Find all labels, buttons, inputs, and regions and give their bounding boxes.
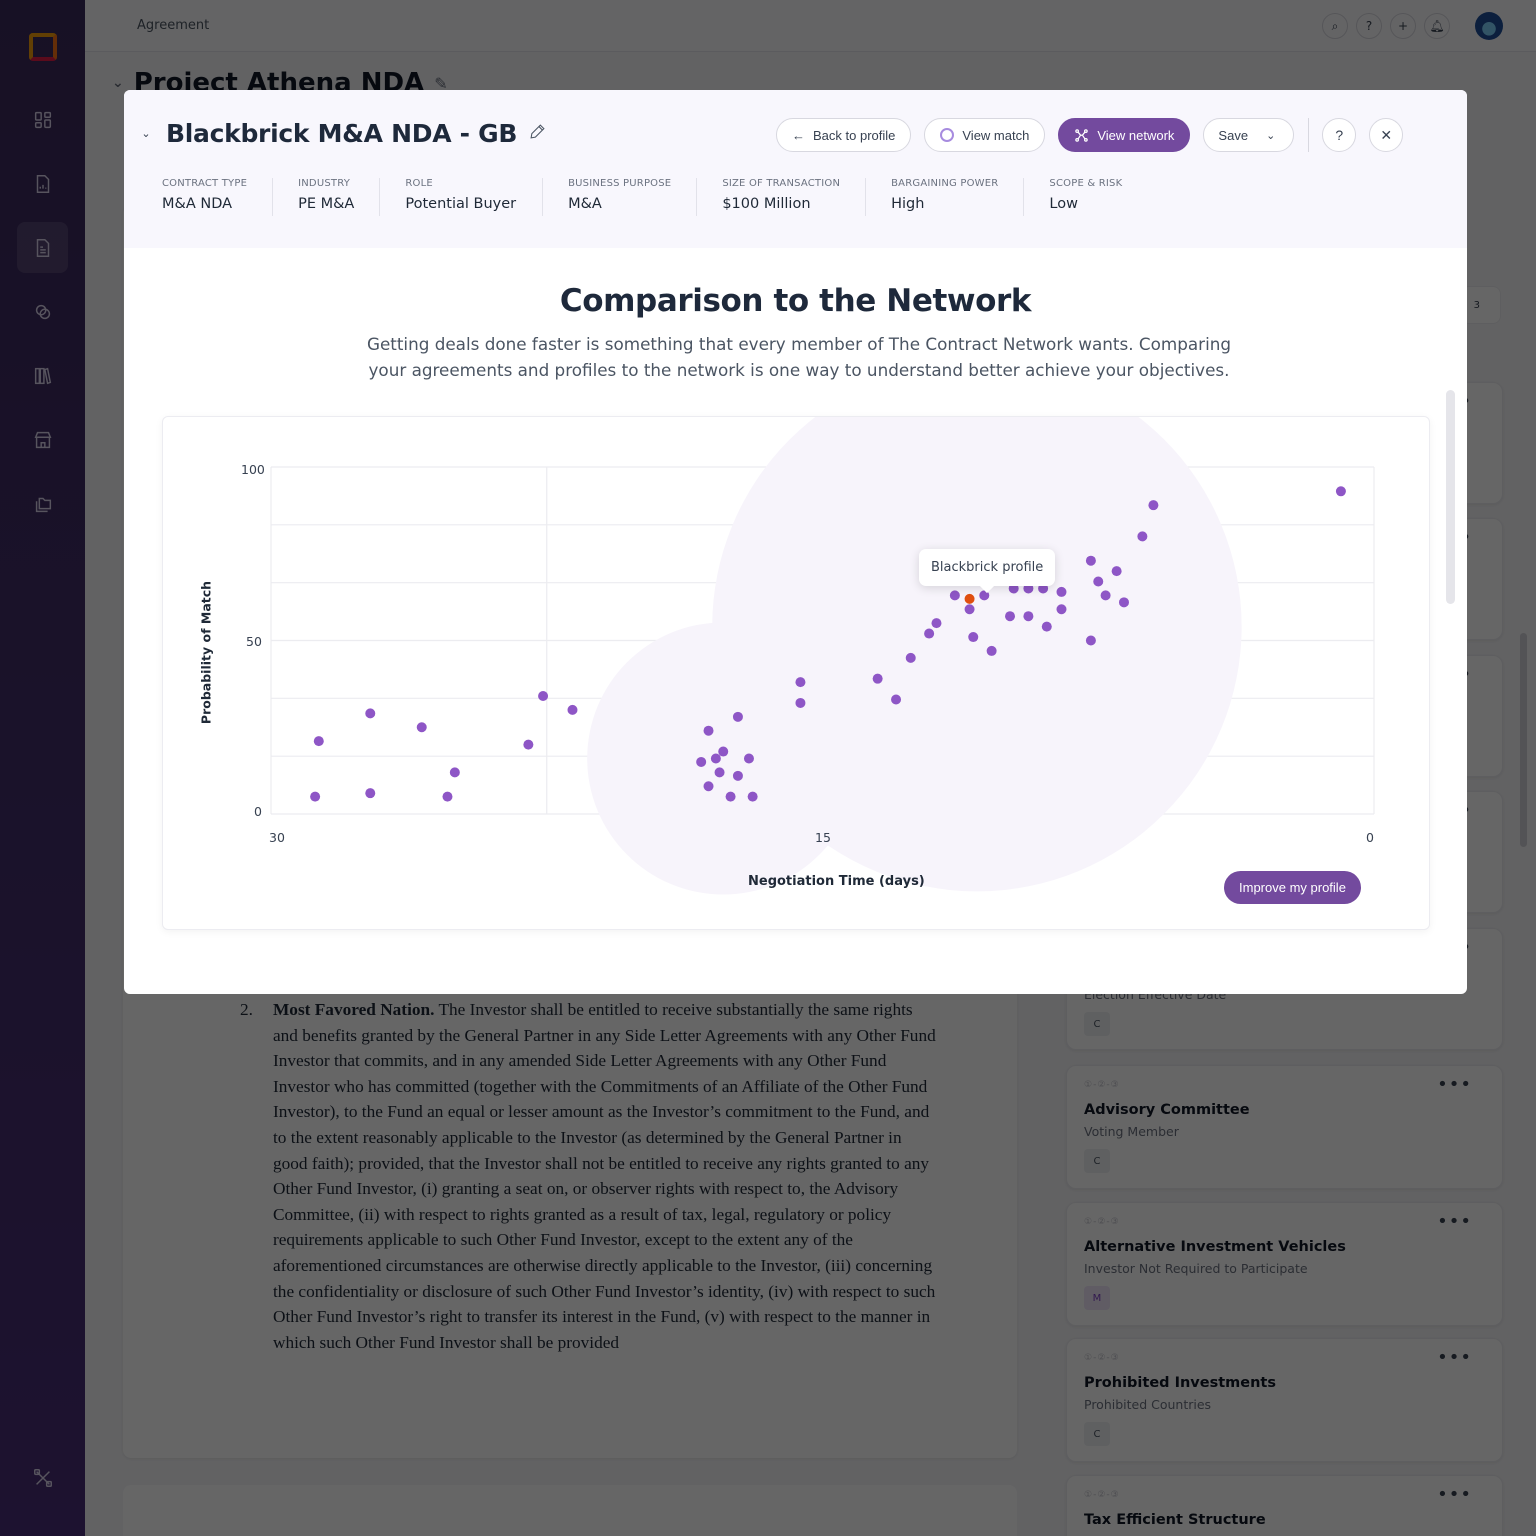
meta-contract-type: CONTRACT TYPE M&A NDA (162, 178, 248, 212)
data-point[interactable] (710, 753, 721, 764)
data-point[interactable] (872, 673, 883, 684)
data-point[interactable] (703, 781, 714, 792)
scatter-chart-card: Probability of Match 100 50 0 30 15 0 Ne… (162, 416, 1430, 930)
match-ring-icon (940, 128, 955, 142)
chart-tooltip: Blackbrick profile (919, 549, 1056, 586)
modal-title-row: ⌄ Blackbrick M&A NDA - GB (138, 119, 546, 148)
profile-data-point[interactable] (964, 593, 975, 604)
data-point[interactable] (442, 791, 453, 802)
meta-size-of-transaction: SIZE OF TRANSACTION $100 Million (696, 178, 865, 216)
modal-title: Blackbrick M&A NDA - GB (166, 119, 518, 148)
modal-header: ⌄ Blackbrick M&A NDA - GB ← Back to prof… (124, 90, 1467, 248)
data-point[interactable] (1085, 555, 1096, 566)
help-button[interactable]: ? (1322, 118, 1357, 152)
data-point[interactable] (313, 736, 324, 747)
data-point[interactable] (1005, 611, 1016, 622)
x-axis-title: Negotiation Time (days) (748, 874, 925, 889)
data-point[interactable] (365, 788, 376, 799)
meta-bargaining-power: BARGAINING POWER High (865, 178, 1023, 216)
data-point[interactable] (1041, 621, 1052, 632)
data-point[interactable] (725, 791, 736, 802)
y-axis-title: Probability of Match (198, 580, 214, 725)
data-point[interactable] (1111, 566, 1122, 577)
chevron-down-icon: ⌄ (1266, 129, 1276, 142)
data-point[interactable] (310, 791, 321, 802)
data-point[interactable] (964, 604, 975, 615)
data-point[interactable] (538, 691, 549, 702)
arrow-left-icon: ← (792, 127, 805, 143)
save-dropdown-button[interactable]: Save ⌄ (1203, 118, 1295, 152)
data-point[interactable] (696, 756, 707, 767)
x-tick: 0 (1366, 830, 1374, 845)
data-point[interactable] (743, 753, 754, 764)
data-point[interactable] (718, 746, 729, 757)
data-point[interactable] (795, 697, 806, 708)
y-tick: 50 (246, 634, 262, 649)
data-point[interactable] (714, 767, 725, 778)
data-point[interactable] (416, 722, 427, 733)
meta-scope-risk: SCOPE & RISK Low (1023, 178, 1147, 216)
data-point[interactable] (747, 791, 758, 802)
data-point[interactable] (1100, 590, 1111, 601)
y-tick: 100 (241, 462, 265, 477)
cluster-highlight (712, 417, 1242, 892)
data-point[interactable] (703, 725, 714, 736)
close-button[interactable]: ✕ (1369, 118, 1404, 152)
meta-business-purpose: BUSINESS PURPOSE M&A (542, 178, 696, 216)
divider (1308, 118, 1310, 152)
y-tick: 0 (254, 804, 262, 819)
data-point[interactable] (931, 618, 942, 629)
view-network-button[interactable]: View network (1058, 118, 1191, 152)
data-point[interactable] (1093, 576, 1104, 587)
scatter-chart (270, 417, 1375, 895)
modal-actions: ← Back to profile View match View networ… (776, 118, 1404, 152)
data-point[interactable] (732, 770, 743, 781)
data-point[interactable] (1148, 500, 1159, 511)
improve-profile-button[interactable]: Improve my profile (1224, 871, 1361, 904)
x-tick: 30 (269, 830, 285, 845)
data-point[interactable] (1056, 586, 1067, 597)
data-point[interactable] (986, 645, 997, 656)
x-tick: 15 (815, 830, 831, 845)
section-title: Comparison to the Network (559, 283, 1032, 319)
data-point[interactable] (905, 652, 916, 663)
data-point[interactable] (949, 590, 960, 601)
data-point[interactable] (449, 767, 460, 778)
data-point[interactable] (365, 708, 376, 719)
data-point[interactable] (1335, 486, 1346, 497)
data-point[interactable] (1137, 531, 1148, 542)
back-to-profile-button[interactable]: ← Back to profile (776, 118, 912, 152)
network-comparison-modal: ⌄ Blackbrick M&A NDA - GB ← Back to prof… (124, 90, 1467, 994)
contract-meta: CONTRACT TYPE M&A NDA INDUSTRY PE M&A RO… (138, 178, 1147, 216)
data-point[interactable] (732, 711, 743, 722)
section-description: Getting deals done faster is something t… (366, 334, 1232, 380)
meta-role: ROLE Potential Buyer (379, 178, 542, 216)
data-point[interactable] (795, 677, 806, 688)
data-point[interactable] (924, 628, 935, 639)
data-point[interactable] (1085, 635, 1096, 646)
data-point[interactable] (1118, 597, 1129, 608)
data-point[interactable] (523, 739, 534, 750)
chevron-down-icon[interactable]: ⌄ (141, 127, 151, 140)
data-point[interactable] (1056, 604, 1067, 615)
modal-scrollbar[interactable] (1446, 390, 1455, 604)
data-point[interactable] (891, 694, 902, 705)
data-point[interactable] (567, 704, 578, 715)
data-point[interactable] (1023, 611, 1034, 622)
pencil-icon[interactable] (529, 123, 546, 144)
data-point[interactable] (968, 632, 979, 643)
meta-industry: INDUSTRY PE M&A (272, 178, 379, 216)
view-match-button[interactable]: View match (924, 118, 1046, 152)
network-icon (1075, 128, 1089, 142)
